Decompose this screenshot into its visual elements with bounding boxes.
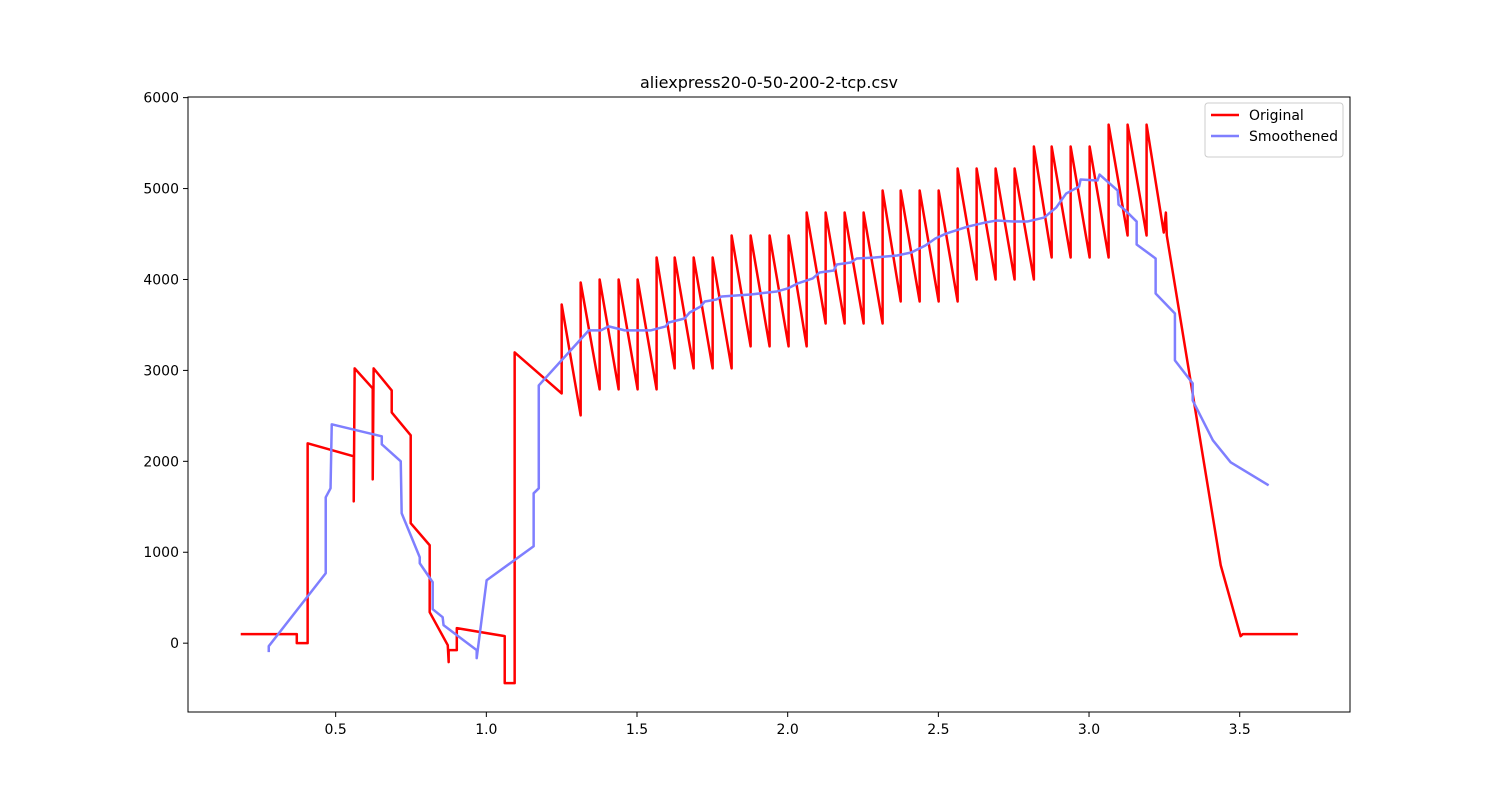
plot-area [240, 123, 1298, 685]
y-tick-label: 4000 [143, 272, 179, 288]
y-tick-label: 2000 [143, 454, 179, 470]
x-tick-label: 2.0 [777, 722, 799, 738]
legend-box [1204, 102, 1344, 158]
axes-frame [187, 96, 1351, 713]
x-tick-label: 1.5 [626, 722, 648, 738]
legend-label: Smoothened [1249, 129, 1338, 145]
legend-label: Original [1249, 108, 1304, 124]
chart-title: aliexpress20-0-50-200-2-tcp.csv [640, 73, 898, 92]
x-tick-label: 1.0 [475, 722, 497, 738]
x-tick-label: 3.5 [1229, 722, 1251, 738]
legend: Original Smoothened [1204, 102, 1344, 158]
y-tick-label: 6000 [143, 91, 179, 107]
y-tick-label: 5000 [143, 182, 179, 198]
y-tick-label: 3000 [143, 363, 179, 379]
series-line [267, 173, 1270, 660]
x-tick-label: 3.0 [1078, 722, 1100, 738]
x-tick-label: 2.5 [927, 722, 949, 738]
x-tick-label: 0.5 [325, 722, 347, 738]
y-tick-label: 0 [170, 636, 179, 652]
series-line [240, 123, 1298, 685]
y-tick-label: 1000 [143, 545, 179, 561]
